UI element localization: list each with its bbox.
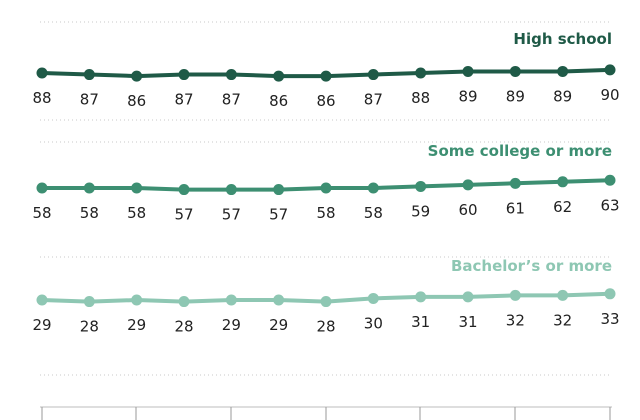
data-label: 28 [80, 318, 99, 336]
data-label: 29 [127, 316, 146, 334]
data-point [509, 65, 521, 77]
data-point [83, 182, 95, 194]
data-label: 87 [174, 91, 193, 109]
data-label: 31 [411, 313, 430, 331]
data-point [367, 182, 379, 194]
data-label: 87 [80, 91, 99, 109]
data-label: 86 [316, 92, 335, 110]
data-point [367, 69, 379, 81]
data-label: 89 [458, 87, 477, 105]
data-label: 61 [506, 199, 525, 217]
data-point [604, 288, 616, 300]
data-point [604, 174, 616, 186]
data-label: 31 [458, 313, 477, 331]
data-label: 62 [553, 198, 572, 216]
data-label: 30 [364, 314, 383, 332]
data-point [131, 294, 143, 306]
data-point [462, 179, 474, 191]
data-point [415, 180, 427, 192]
data-label: 58 [316, 204, 335, 222]
data-point [273, 70, 285, 82]
data-point [604, 64, 616, 76]
data-point [131, 70, 143, 82]
series-label: Bachelor’s or more [451, 257, 612, 275]
data-label: 57 [269, 206, 288, 224]
data-point [557, 176, 569, 188]
data-point [36, 182, 48, 194]
data-label: 89 [553, 87, 572, 105]
data-point [225, 69, 237, 81]
data-label: 58 [127, 204, 146, 222]
data-point [320, 182, 332, 194]
data-point [178, 296, 190, 308]
data-point [557, 65, 569, 77]
data-label: 29 [269, 316, 288, 334]
data-label: 88 [411, 89, 430, 107]
data-point [273, 294, 285, 306]
data-point [509, 289, 521, 301]
data-point [367, 292, 379, 304]
data-point [509, 177, 521, 189]
data-label: 60 [458, 201, 477, 219]
data-label: 58 [364, 204, 383, 222]
data-point [36, 294, 48, 306]
data-point [273, 184, 285, 196]
data-label: 88 [32, 89, 51, 107]
data-label: 86 [127, 92, 146, 110]
data-label: 57 [222, 206, 241, 224]
data-label: 58 [80, 204, 99, 222]
data-point [320, 296, 332, 308]
data-point [83, 296, 95, 308]
data-point [178, 184, 190, 196]
data-label: 28 [174, 318, 193, 336]
data-label: 89 [506, 87, 525, 105]
data-point [320, 70, 332, 82]
data-point [131, 182, 143, 194]
data-point [415, 67, 427, 79]
data-label: 29 [32, 316, 51, 334]
data-label: 58 [32, 204, 51, 222]
data-point [225, 184, 237, 196]
data-label: 33 [600, 310, 619, 328]
data-label: 32 [553, 311, 572, 329]
data-point [83, 69, 95, 81]
data-label: 59 [411, 202, 430, 220]
data-point [225, 294, 237, 306]
series-label: High school [513, 30, 612, 48]
data-label: 87 [222, 91, 241, 109]
data-label: 32 [506, 311, 525, 329]
data-point [415, 291, 427, 303]
data-label: 90 [600, 86, 619, 104]
series-label: Some college or more [428, 142, 612, 160]
data-label: 28 [316, 318, 335, 336]
data-point [178, 69, 190, 81]
data-label: 57 [174, 206, 193, 224]
data-point [557, 289, 569, 301]
data-label: 63 [600, 196, 619, 214]
data-label: 86 [269, 92, 288, 110]
data-label: 87 [364, 91, 383, 109]
data-label: 29 [222, 316, 241, 334]
data-point [462, 65, 474, 77]
data-point [462, 291, 474, 303]
data-point [36, 67, 48, 79]
